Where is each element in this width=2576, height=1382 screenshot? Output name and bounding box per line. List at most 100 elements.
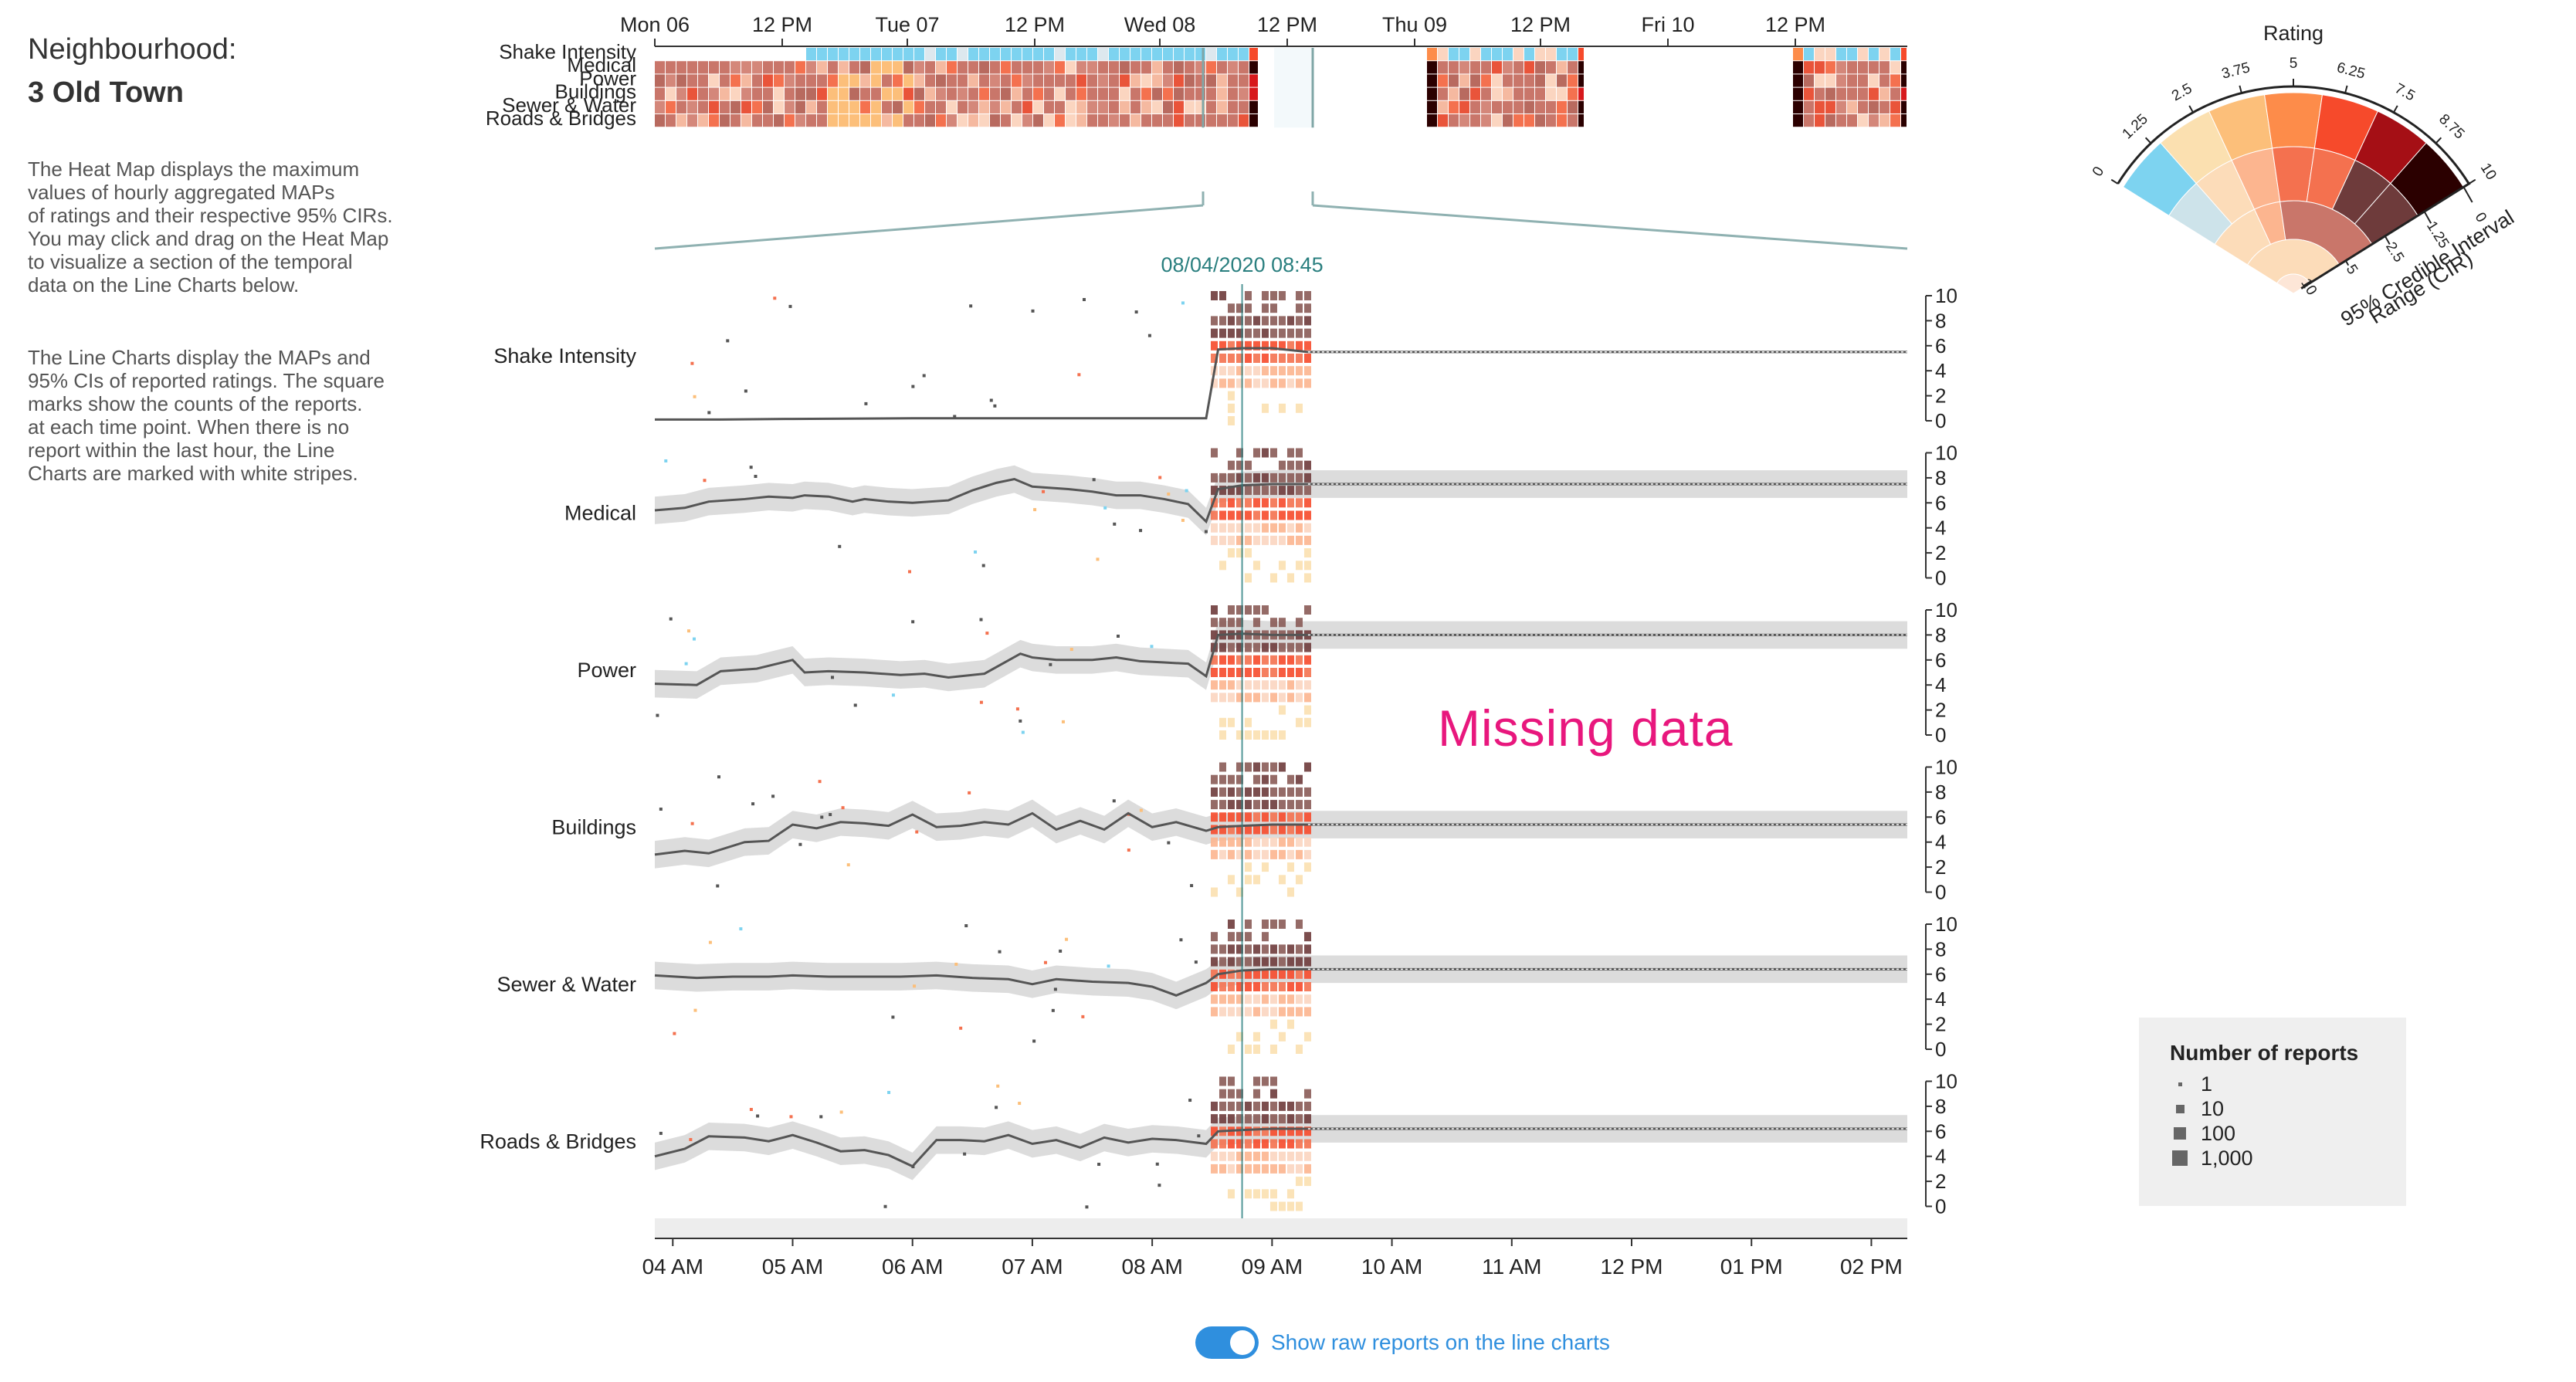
heatmap-cell[interactable] — [1879, 87, 1890, 100]
heatmap-cell[interactable] — [1524, 61, 1534, 74]
heatmap-cell[interactable] — [1535, 61, 1545, 74]
heatmap-cell[interactable] — [990, 61, 1000, 74]
heatmap-cell[interactable] — [1470, 48, 1480, 61]
heatmap-cell[interactable] — [1869, 74, 1879, 87]
heatmap-cell[interactable] — [1858, 48, 1868, 61]
heatmap-cell[interactable] — [1055, 74, 1065, 87]
heatmap-cell[interactable] — [1535, 74, 1545, 87]
heatmap-cell[interactable] — [774, 114, 784, 127]
heatmap-cell[interactable] — [1858, 74, 1868, 87]
temporal-heatmap[interactable]: Mon 06 12 PM Tue 07 12 PM Wed 08 12 PM Thu 09 1… — [486, 13, 1907, 130]
heatmap-cell[interactable] — [1470, 61, 1480, 74]
heatmap-cell[interactable] — [1427, 87, 1437, 100]
heatmap-cell[interactable] — [1076, 114, 1086, 127]
heatmap-cell[interactable] — [1568, 100, 1578, 113]
heatmap-cell[interactable] — [1815, 100, 1825, 113]
heatmap-cell[interactable] — [1044, 74, 1054, 87]
heatmap-cell[interactable] — [1239, 74, 1249, 87]
heatmap-cell[interactable] — [1557, 74, 1567, 87]
heatmap-cell[interactable] — [979, 87, 989, 100]
heatmap-cell[interactable] — [1513, 114, 1524, 127]
heatmap-cell[interactable] — [1858, 87, 1868, 100]
heatmap-cell[interactable] — [871, 74, 881, 87]
heatmap-cell[interactable] — [655, 100, 665, 113]
heatmap-cell[interactable] — [1174, 114, 1184, 127]
heatmap-cell[interactable] — [1793, 61, 1803, 74]
heatmap-cell[interactable] — [1449, 74, 1459, 87]
heatmap-cell[interactable] — [1239, 100, 1249, 113]
heatmap-cell[interactable] — [1869, 48, 1879, 61]
heatmap-cell[interactable] — [1459, 74, 1469, 87]
heatmap-cell[interactable] — [1470, 100, 1480, 113]
heatmap-cell[interactable] — [849, 61, 859, 74]
heatmap-cell[interactable] — [817, 114, 827, 127]
heatmap-cell[interactable] — [1557, 48, 1567, 61]
heatmap-cell[interactable] — [1568, 114, 1578, 127]
heatmap-cell[interactable] — [1557, 87, 1567, 100]
heatmap-cell[interactable] — [1130, 61, 1141, 74]
heatmap-cell[interactable] — [947, 61, 957, 74]
heatmap-cell[interactable] — [1109, 74, 1119, 87]
heatmap-cell[interactable] — [979, 100, 989, 113]
heatmap-cell[interactable] — [666, 114, 676, 127]
heatmap-cell[interactable] — [817, 74, 827, 87]
heatmap-cell[interactable] — [979, 74, 989, 87]
heatmap-cell[interactable] — [806, 74, 816, 87]
heatmap-cell[interactable] — [1022, 61, 1032, 74]
heatmap-cell[interactable] — [839, 48, 849, 61]
heatmap-cell[interactable] — [666, 87, 676, 100]
heatmap-cell[interactable] — [1033, 114, 1043, 127]
heatmap-cell[interactable] — [1524, 87, 1534, 100]
heatmap-cell[interactable] — [1055, 100, 1065, 113]
heatmap-cell[interactable] — [1804, 87, 1814, 100]
heatmap-cell[interactable] — [763, 87, 773, 100]
heatmap-cell[interactable] — [936, 114, 946, 127]
heatmap-cell[interactable] — [1847, 48, 1857, 61]
heatmap-cell[interactable] — [1503, 100, 1513, 113]
raw-reports-toggle-label[interactable]: Show raw reports on the line charts — [1271, 1330, 1610, 1354]
heatmap-cell[interactable] — [730, 114, 741, 127]
heatmap-cell[interactable] — [709, 61, 719, 74]
heatmap-cell[interactable] — [1130, 100, 1141, 113]
heatmap-cell[interactable] — [893, 100, 903, 113]
heatmap-cell[interactable] — [1022, 87, 1032, 100]
heatmap-cell[interactable] — [1815, 48, 1825, 61]
heatmap-cell[interactable] — [1858, 100, 1868, 113]
heatmap-cell[interactable] — [1022, 114, 1032, 127]
heatmap-cell[interactable] — [968, 61, 978, 74]
heatmap-cell[interactable] — [687, 61, 697, 74]
heatmap-cell[interactable] — [1503, 74, 1513, 87]
heatmap-cell[interactable] — [990, 48, 1000, 61]
heatmap-cell[interactable] — [763, 74, 773, 87]
heatmap-cell[interactable] — [958, 114, 968, 127]
heatmap-cell[interactable] — [903, 114, 913, 127]
heatmap-cell[interactable] — [730, 74, 741, 87]
heatmap-cell[interactable] — [676, 87, 686, 100]
heatmap-cell[interactable] — [1228, 61, 1238, 74]
heatmap-cell[interactable] — [1513, 74, 1524, 87]
heatmap-cell[interactable] — [785, 74, 795, 87]
heatmap-cell[interactable] — [882, 74, 892, 87]
heatmap-cell[interactable] — [1438, 114, 1448, 127]
heatmap-cell[interactable] — [1055, 114, 1065, 127]
heatmap-cell[interactable] — [1557, 100, 1567, 113]
heatmap-cell[interactable] — [1163, 100, 1173, 113]
heatmap-cell[interactable] — [968, 74, 978, 87]
toggle-knob[interactable] — [1230, 1330, 1255, 1355]
heatmap-cell[interactable] — [1524, 48, 1534, 61]
heatmap-cell[interactable] — [1438, 87, 1448, 100]
heatmap-cell[interactable] — [741, 74, 751, 87]
heatmap-cell[interactable] — [860, 114, 870, 127]
heatmap-cell[interactable] — [1141, 114, 1151, 127]
heatmap-cell[interactable] — [752, 114, 762, 127]
heatmap-cell[interactable] — [828, 114, 838, 127]
heatmap-cell[interactable] — [1492, 61, 1502, 74]
heatmap-cell[interactable] — [936, 61, 946, 74]
heatmap-cell[interactable] — [1804, 114, 1814, 127]
heatmap-cell[interactable] — [720, 87, 730, 100]
heatmap-cell[interactable] — [1481, 48, 1491, 61]
heatmap-cell[interactable] — [914, 114, 924, 127]
heatmap-cell[interactable] — [1033, 100, 1043, 113]
heatmap-cell[interactable] — [1185, 48, 1195, 61]
heatmap-cell[interactable] — [849, 74, 859, 87]
